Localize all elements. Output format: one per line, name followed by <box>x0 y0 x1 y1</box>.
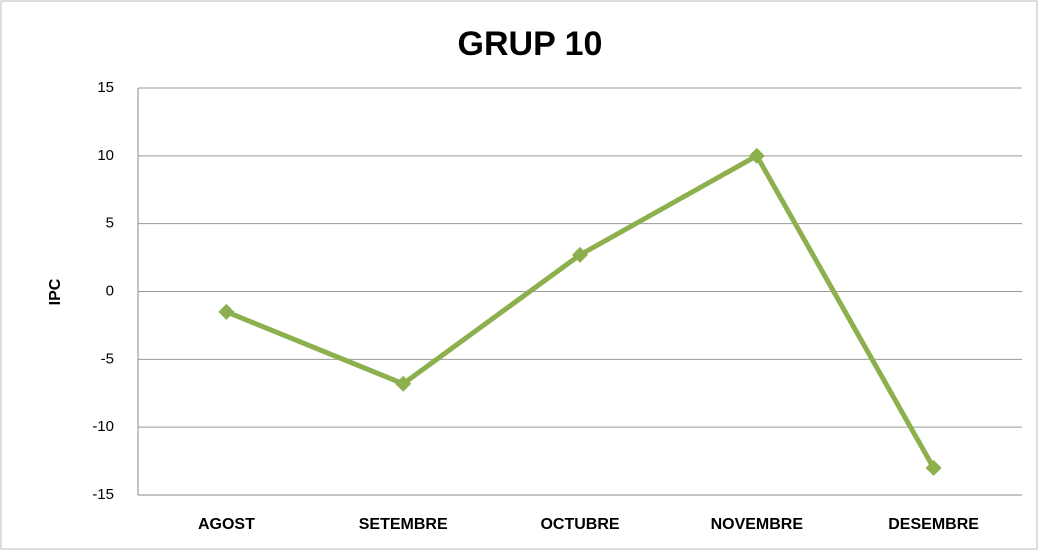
data-point <box>395 375 412 392</box>
y-axis-label: IPC <box>47 278 64 305</box>
y-tick-label: 15 <box>97 79 114 96</box>
x-tick-label: DESEMBRE <box>888 516 979 533</box>
x-tick-label: SETEMBRE <box>359 516 448 533</box>
x-tick-label: OCTUBRE <box>540 516 619 533</box>
data-point <box>748 147 765 164</box>
data-point <box>572 246 588 263</box>
y-tick-label: -5 <box>101 350 114 367</box>
x-tick-label: NOVEMBRE <box>711 516 804 533</box>
y-tick-label: -10 <box>92 418 114 435</box>
y-tick-label: 0 <box>106 282 114 299</box>
y-tick-label: 10 <box>97 147 114 164</box>
y-tick-label: 5 <box>106 215 114 232</box>
data-point <box>218 303 235 320</box>
chart-title: GRUP 10 <box>458 25 603 63</box>
data-point <box>925 459 942 476</box>
x-tick-label: AGOST <box>198 516 255 533</box>
y-tick-label: -15 <box>92 486 114 503</box>
